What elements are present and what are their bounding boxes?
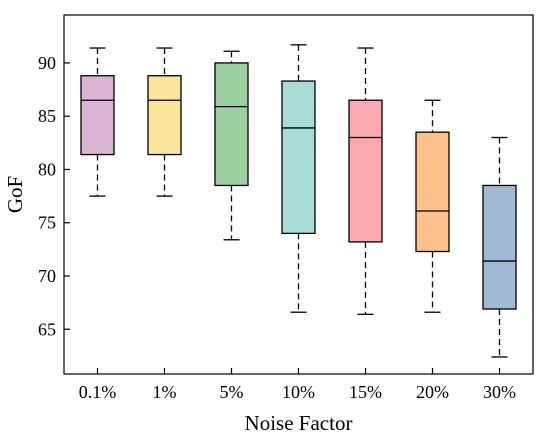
- box-30%: [482, 136, 517, 358]
- box-body: [415, 131, 450, 253]
- box-10%: [281, 44, 316, 313]
- x-tick-label: 10%: [282, 382, 315, 402]
- x-tick-label: 0.1%: [79, 382, 117, 402]
- plot-marks: [80, 44, 517, 358]
- box-1%: [147, 47, 182, 197]
- x-tick-label: 30%: [483, 382, 516, 402]
- x-tick-label: 15%: [349, 382, 382, 402]
- box-5%: [214, 50, 249, 241]
- x-tick-label: 5%: [220, 382, 244, 402]
- y-tick-label: 90: [38, 53, 56, 73]
- y-tick-label: 80: [38, 159, 56, 179]
- box-15%: [348, 47, 383, 315]
- box-body: [281, 80, 316, 235]
- y-axis-ticks: 65 70 75 80 85 90: [38, 53, 70, 339]
- box-0.1%: [80, 47, 115, 197]
- box-body: [80, 75, 115, 156]
- box-20%: [415, 99, 450, 313]
- x-tick-label: 20%: [416, 382, 449, 402]
- box-body: [482, 184, 517, 310]
- x-axis-ticks: 0.1% 1% 5% 10% 15% 20% 30%: [79, 368, 516, 402]
- y-tick-label: 85: [38, 106, 56, 126]
- x-tick-label: 1%: [153, 382, 177, 402]
- y-tick-label: 70: [38, 266, 56, 286]
- y-tick-label: 75: [38, 213, 56, 233]
- y-axis-label: GoF: [3, 176, 27, 213]
- y-tick-label: 65: [38, 319, 56, 339]
- plot-frame: [63, 14, 534, 375]
- box-body: [214, 62, 249, 187]
- box-body: [147, 75, 182, 156]
- x-axis-label: Noise Factor: [245, 411, 353, 435]
- box-body: [348, 99, 383, 243]
